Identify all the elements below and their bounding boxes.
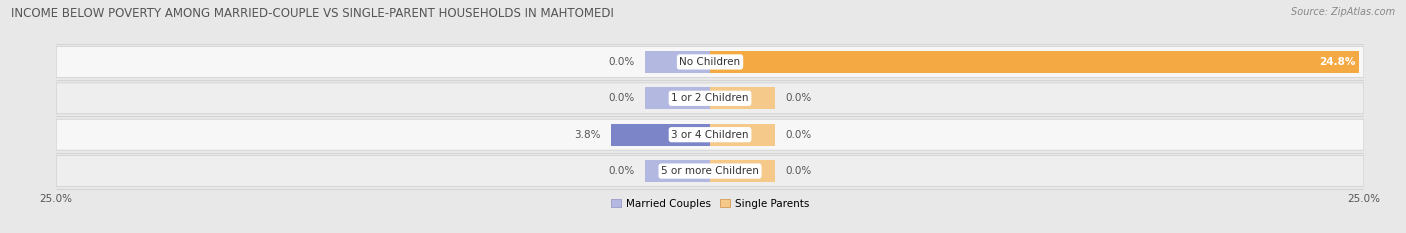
Text: 0.0%: 0.0% xyxy=(786,130,813,140)
Text: 1 or 2 Children: 1 or 2 Children xyxy=(671,93,749,103)
FancyBboxPatch shape xyxy=(56,47,1364,77)
Bar xyxy=(710,51,1358,73)
Bar xyxy=(710,160,776,182)
Text: 24.8%: 24.8% xyxy=(1320,57,1355,67)
Text: 5 or more Children: 5 or more Children xyxy=(661,166,759,176)
Text: INCOME BELOW POVERTY AMONG MARRIED-COUPLE VS SINGLE-PARENT HOUSEHOLDS IN MAHTOME: INCOME BELOW POVERTY AMONG MARRIED-COUPL… xyxy=(11,7,614,20)
Text: 0.0%: 0.0% xyxy=(786,166,813,176)
Bar xyxy=(710,87,776,109)
Bar xyxy=(644,87,710,109)
Bar xyxy=(610,124,710,146)
FancyBboxPatch shape xyxy=(56,156,1364,186)
FancyBboxPatch shape xyxy=(56,83,1364,114)
Bar xyxy=(710,124,776,146)
Text: 0.0%: 0.0% xyxy=(607,166,634,176)
Text: 0.0%: 0.0% xyxy=(786,93,813,103)
Text: 0.0%: 0.0% xyxy=(607,93,634,103)
Text: 3.8%: 3.8% xyxy=(574,130,600,140)
Text: 3 or 4 Children: 3 or 4 Children xyxy=(671,130,749,140)
Bar xyxy=(644,160,710,182)
FancyBboxPatch shape xyxy=(56,119,1364,150)
Text: No Children: No Children xyxy=(679,57,741,67)
Text: Source: ZipAtlas.com: Source: ZipAtlas.com xyxy=(1291,7,1395,17)
Bar xyxy=(644,51,710,73)
Legend: Married Couples, Single Parents: Married Couples, Single Parents xyxy=(606,194,814,213)
Text: 0.0%: 0.0% xyxy=(607,57,634,67)
